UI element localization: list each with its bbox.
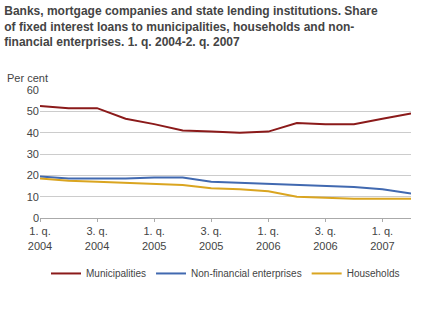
svg-text:Households: Households (347, 268, 400, 279)
svg-text:40: 40 (27, 127, 39, 139)
svg-text:Municipalities: Municipalities (86, 268, 146, 279)
svg-text:1. q.2006: 1. q.2006 (256, 225, 280, 251)
svg-text:10: 10 (27, 191, 39, 203)
svg-text:0: 0 (33, 212, 39, 224)
svg-text:20: 20 (27, 169, 39, 181)
svg-text:30: 30 (27, 148, 39, 160)
svg-text:3. q.2006: 3. q.2006 (313, 225, 337, 251)
svg-text:1. q.2007: 1. q.2007 (370, 225, 394, 251)
svg-text:Per cent: Per cent (7, 72, 48, 84)
svg-text:Banks, mortgage companies and: Banks, mortgage companies and state lend… (4, 4, 378, 49)
svg-text:60: 60 (27, 84, 39, 96)
svg-text:3. q.2005: 3. q.2005 (199, 225, 223, 251)
svg-text:3. q.2004: 3. q.2004 (85, 225, 109, 251)
svg-text:1. q.2004: 1. q.2004 (28, 225, 52, 251)
svg-text:Non-financial enterprises: Non-financial enterprises (191, 268, 302, 279)
svg-text:1. q.2005: 1. q.2005 (142, 225, 166, 251)
svg-text:50: 50 (27, 105, 39, 117)
